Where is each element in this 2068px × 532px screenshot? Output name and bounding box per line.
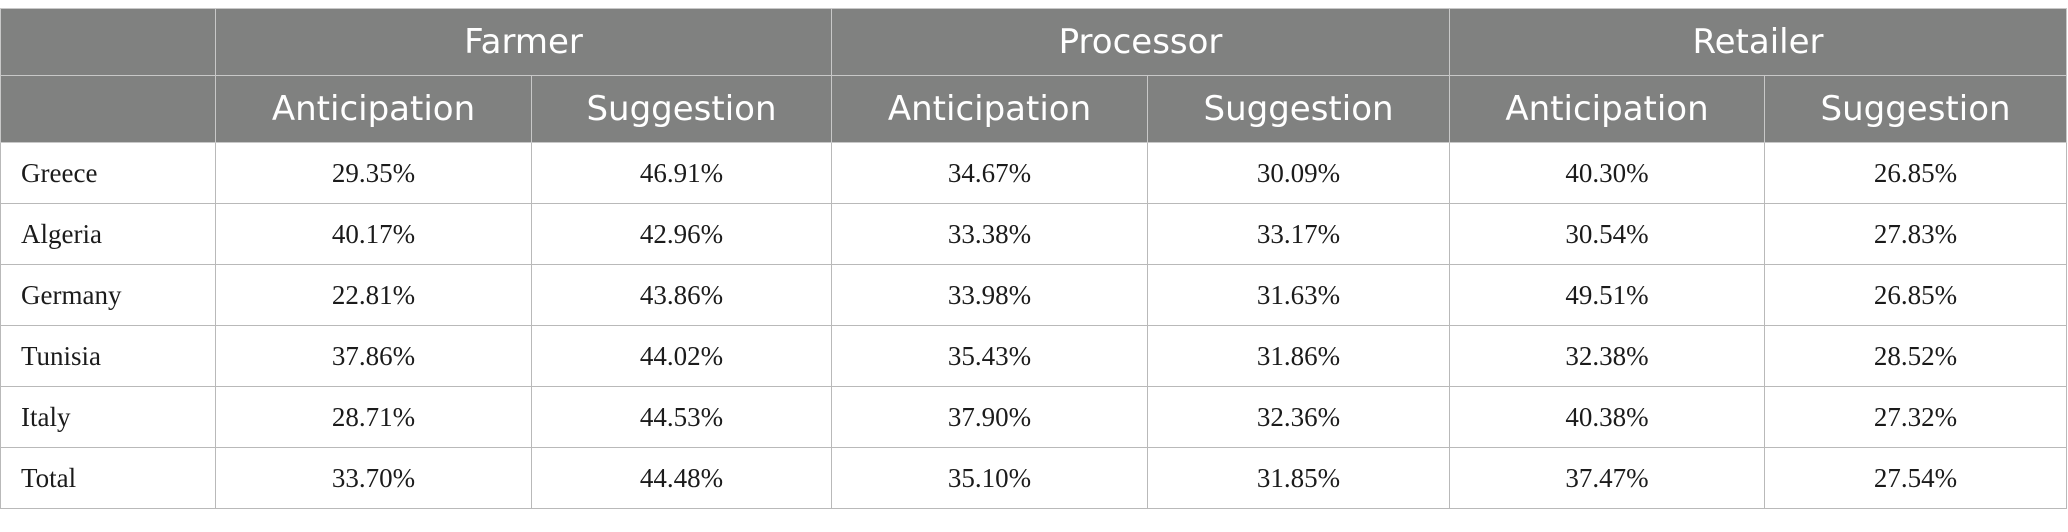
table-cell: 30.09% [1147,142,1451,204]
corner-cell [0,8,216,76]
table-cell: 31.86% [1147,325,1451,387]
table-cell: 32.36% [1147,386,1451,448]
subheader-processor-anticipation: Anticipation [831,75,1149,143]
table-cell: 40.30% [1449,142,1766,204]
group-header-processor: Processor [831,8,1451,76]
group-header-retailer: Retailer [1449,8,2068,76]
table-cell: 33.98% [831,264,1149,326]
subheader-farmer-suggestion: Suggestion [530,75,833,143]
table-cell: 49.51% [1449,264,1766,326]
row-label: Italy [0,386,216,448]
table-cell: 31.85% [1147,447,1451,509]
subheader-processor-suggestion: Suggestion [1147,75,1451,143]
table-cell: 37.86% [215,325,532,387]
table-body: Greece 29.35% 46.91% 34.67% 30.09% 40.30… [0,142,2068,509]
table-cell: 44.53% [530,386,833,448]
subheader-row: Anticipation Suggestion Anticipation Sug… [0,75,2068,143]
table-container: Farmer Processor Retailer Anticipation S… [0,8,2068,509]
table-cell: 32.38% [1449,325,1766,387]
subheader-farmer-anticipation: Anticipation [215,75,532,143]
table-cell: 28.52% [1764,325,2068,387]
table-cell: 37.90% [831,386,1149,448]
table-cell: 27.32% [1764,386,2068,448]
table-cell: 33.38% [831,203,1149,265]
table-cell: 46.91% [530,142,833,204]
table-head: Farmer Processor Retailer Anticipation S… [0,8,2068,143]
table-row-greece: Greece 29.35% 46.91% 34.67% 30.09% 40.30… [0,142,2068,204]
table-row-total: Total 33.70% 44.48% 35.10% 31.85% 37.47%… [0,447,2068,509]
table-cell: 44.48% [530,447,833,509]
group-header-farmer: Farmer [214,8,833,76]
table-cell: 34.67% [831,142,1149,204]
subheader-retailer-suggestion: Suggestion [1764,75,2068,143]
table-cell: 40.38% [1449,386,1766,448]
group-header-row: Farmer Processor Retailer [0,8,2068,76]
table-row-italy: Italy 28.71% 44.53% 37.90% 32.36% 40.38%… [0,386,2068,448]
row-label: Germany [0,264,216,326]
table-cell: 29.35% [215,142,532,204]
row-label: Algeria [0,203,216,265]
corner-cell-sub [0,75,216,143]
table-cell: 43.86% [530,264,833,326]
table-row-germany: Germany 22.81% 43.86% 33.98% 31.63% 49.5… [0,264,2068,326]
row-label: Total [0,447,216,509]
row-label: Tunisia [0,325,216,387]
table-cell: 26.85% [1764,142,2068,204]
table-row-tunisia: Tunisia 37.86% 44.02% 35.43% 31.86% 32.3… [0,325,2068,387]
table-cell: 44.02% [530,325,833,387]
table-cell: 22.81% [215,264,532,326]
table-cell: 37.47% [1449,447,1766,509]
table-cell: 30.54% [1449,203,1766,265]
subheader-retailer-anticipation: Anticipation [1449,75,1766,143]
table-cell: 26.85% [1764,264,2068,326]
table-cell: 28.71% [215,386,532,448]
table-cell: 40.17% [215,203,532,265]
table-cell: 33.70% [215,447,532,509]
table-row-algeria: Algeria 40.17% 42.96% 33.38% 33.17% 30.5… [0,203,2068,265]
table-cell: 33.17% [1147,203,1451,265]
results-table: Farmer Processor Retailer Anticipation S… [0,8,2068,509]
table-cell: 42.96% [530,203,833,265]
table-cell: 35.43% [831,325,1149,387]
table-cell: 27.83% [1764,203,2068,265]
row-label: Greece [0,142,216,204]
table-cell: 27.54% [1764,447,2068,509]
table-cell: 31.63% [1147,264,1451,326]
table-cell: 35.10% [831,447,1149,509]
